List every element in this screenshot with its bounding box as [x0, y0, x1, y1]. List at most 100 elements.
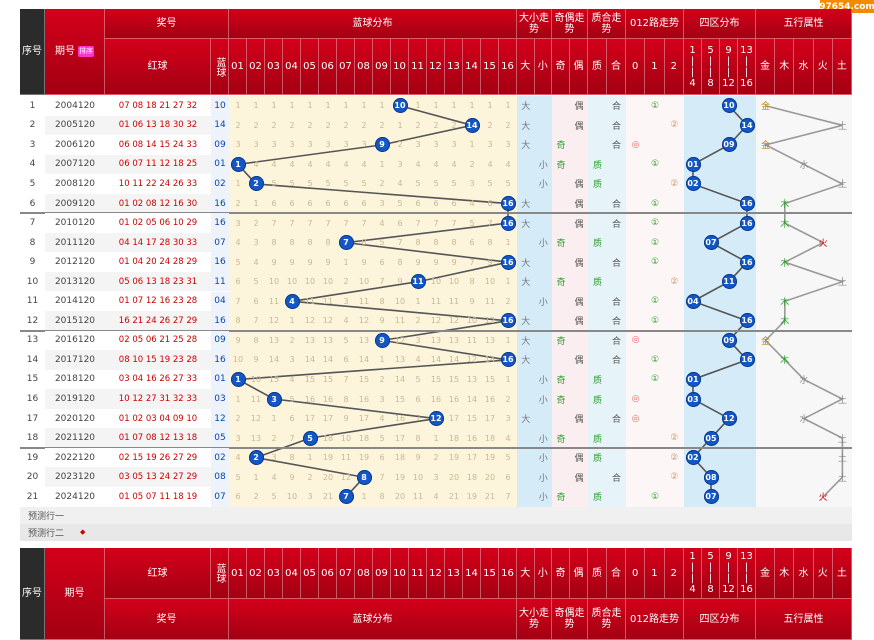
blue-miss-cell: 15 — [268, 374, 280, 384]
group-separator — [20, 446, 852, 449]
siqu-ball: 05 — [703, 430, 719, 446]
zh-bg — [588, 96, 626, 507]
blue-miss-cell: 21 — [322, 492, 334, 502]
blue-miss-cell: 7 — [307, 218, 313, 228]
header-sq-bar: | — [690, 562, 695, 573]
blue-miss-cell: 11 — [322, 296, 334, 306]
blue-miss-cell: 3 — [505, 140, 511, 150]
blue-miss-cell: 9 — [361, 257, 367, 267]
header-sq-bar: | — [690, 66, 695, 78]
blue-miss-cell: 5 — [325, 179, 331, 189]
header-wx-4: 土 — [832, 548, 852, 599]
blue-miss-cell: 2 — [289, 335, 295, 345]
predict-row-label[interactable]: 预测行二 ◆ — [28, 528, 86, 539]
header-sq-bar: | — [690, 573, 695, 584]
row-seq: 19 — [26, 452, 39, 463]
header-sq-bot: 4 — [689, 584, 696, 595]
blue-miss-cell: 2 — [433, 120, 439, 130]
header-sq-bar: | — [744, 55, 749, 67]
row-seq: 4 — [29, 159, 36, 170]
blue-miss-cell: 5 — [289, 179, 295, 189]
blue-miss-cell: 6 — [325, 199, 331, 209]
blue-miss-cell: 1 — [505, 238, 511, 248]
header-jiou: 奇偶走势 — [552, 9, 588, 39]
header-sq-bar: | — [708, 573, 713, 584]
row-daxiao: 大 — [521, 141, 531, 152]
row-wuxing: 水 — [799, 415, 809, 426]
blue-miss-cell: 4 — [343, 316, 349, 326]
blue-miss-cell: 2 — [415, 316, 421, 326]
blue-miss-cell: 5 — [379, 238, 385, 248]
header-sq-bot: 8 — [707, 584, 714, 595]
blue-miss-cell: 5 — [469, 218, 475, 228]
blue-miss-cell: 5 — [271, 492, 277, 502]
blue-miss-cell: 12 — [250, 414, 262, 424]
header-sq-0: 1 | | 4 — [684, 39, 702, 95]
predict-arrow-icon[interactable]: ◆ — [80, 528, 86, 537]
row-period: 2013120 — [45, 271, 105, 292]
header-blue-col-07: 07 — [337, 548, 355, 599]
header-period[interactable]: 期号 — [45, 548, 105, 640]
blue-miss-cell: 14 — [448, 355, 460, 365]
blue-miss-cell: 1 — [415, 101, 421, 111]
header-blue-col-15: 15 — [481, 548, 499, 599]
blue-miss-cell: 1 — [235, 394, 241, 404]
row-period: 2011120 — [45, 232, 105, 253]
blue-miss-cell: 8 — [451, 238, 457, 248]
lu-bg — [626, 96, 684, 507]
row-zhihe: 质 — [592, 160, 602, 171]
header-jo-1: 偶 — [570, 548, 588, 599]
predict-row-label[interactable]: 预测行一 — [28, 511, 65, 522]
blue-hit-ball: 3 — [266, 391, 282, 407]
group-separator — [20, 212, 852, 215]
group-separator — [20, 329, 852, 332]
blue-hit-ball: 14 — [464, 117, 480, 133]
row-daxiao: 小 — [538, 375, 548, 386]
blue-miss-cell: 5 — [505, 179, 511, 189]
row-red-balls: 04 14 17 28 30 33 — [105, 232, 211, 253]
header-blue-col-11: 11 — [409, 39, 427, 95]
blue-miss-cell: 10 — [268, 277, 280, 287]
blue-miss-cell: 12 — [466, 355, 478, 365]
blue-hit-ball: 2 — [248, 176, 264, 192]
blue-miss-cell: 17 — [304, 414, 316, 424]
row-blue-ball: 10 — [211, 96, 229, 116]
row-blue-ball: 03 — [211, 389, 229, 409]
blue-miss-cell: 8 — [343, 394, 349, 404]
row-wuxing: 金 — [761, 336, 771, 347]
header-wuxing: 五行属性 — [756, 599, 852, 640]
blue-miss-cell: 2 — [307, 472, 313, 482]
row-period: 2008120 — [45, 174, 105, 194]
blue-miss-cell: 11 — [304, 296, 316, 306]
blue-miss-cell: 4 — [271, 472, 277, 482]
row-red-balls: 01 02 05 06 10 29 — [105, 213, 211, 233]
blue-miss-cell: 4 — [487, 159, 493, 169]
blue-miss-cell: 7 — [415, 218, 421, 228]
blue-miss-cell: 13 — [250, 433, 262, 443]
blue-miss-cell: 3 — [379, 199, 385, 209]
row-period: 2010120 — [45, 213, 105, 233]
row-period: 2021120 — [45, 428, 105, 448]
blue-miss-cell: 6 — [271, 199, 277, 209]
blue-miss-cell: 2 — [415, 120, 421, 130]
header-zh-0: 质 — [588, 39, 607, 95]
header-wx-2: 水 — [794, 39, 814, 95]
blue-miss-cell: 9 — [289, 257, 295, 267]
row-zhihe: 合 — [611, 102, 621, 113]
sort-button[interactable]: 排序 — [78, 46, 94, 57]
row-seq: 6 — [29, 198, 36, 209]
header-sq-bar: | — [726, 562, 731, 573]
header-lu012: 012路走势 — [626, 9, 684, 39]
blue-miss-cell: 4 — [433, 492, 439, 502]
blue-miss-cell: 5 — [415, 179, 421, 189]
row-period: 2015120 — [45, 311, 105, 331]
siqu-ball: 16 — [739, 352, 755, 368]
blue-miss-cell: 6 — [253, 296, 259, 306]
blue-miss-cell: 2 — [235, 199, 241, 209]
header-sq-bar: | — [744, 66, 749, 78]
header-period[interactable]: 期号 排序 — [45, 9, 105, 95]
header-sq-top: 9 — [725, 551, 732, 562]
header-blue-col-01: 01 — [229, 548, 247, 599]
row-jiou: 偶 — [574, 102, 584, 113]
